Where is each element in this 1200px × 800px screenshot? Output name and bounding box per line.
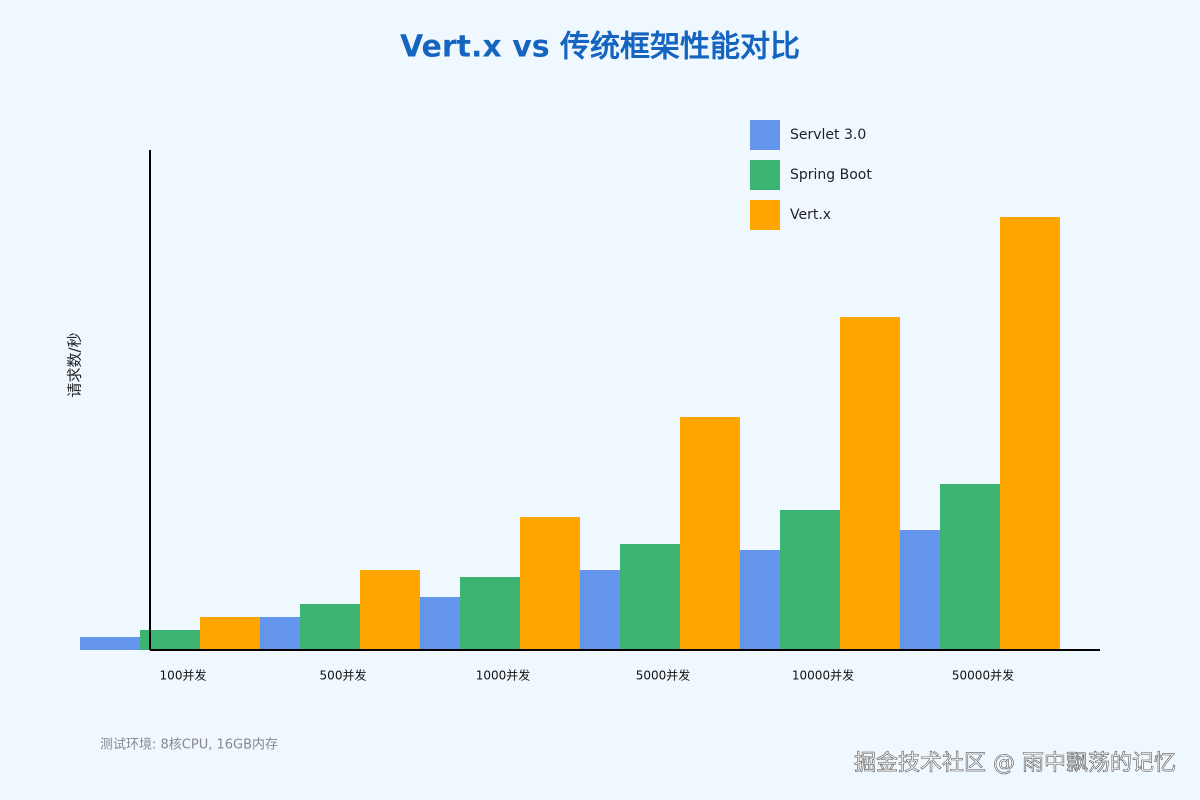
x-tick-label: 5000并发 bbox=[636, 668, 691, 683]
bar bbox=[300, 604, 360, 650]
bar bbox=[460, 577, 520, 650]
x-tick-label: 10000并发 bbox=[792, 668, 854, 683]
bar bbox=[840, 317, 900, 650]
x-tick-label: 1000并发 bbox=[476, 668, 531, 683]
bar bbox=[940, 484, 1000, 650]
bar bbox=[1000, 217, 1060, 650]
bar bbox=[360, 570, 420, 650]
legend-swatch bbox=[750, 200, 780, 230]
legend-swatch bbox=[750, 160, 780, 190]
bar bbox=[620, 544, 680, 650]
y-axis-label: 请求数/秒 bbox=[66, 332, 84, 397]
note: 测试环境: 8核CPU, 16GB内存 bbox=[100, 737, 278, 753]
bar bbox=[80, 637, 140, 650]
legend-swatch bbox=[750, 120, 780, 150]
legend-label: Spring Boot bbox=[790, 167, 872, 183]
x-tick-label: 50000并发 bbox=[952, 668, 1014, 683]
x-tick-label: 500并发 bbox=[320, 668, 367, 683]
x-tick-label: 100并发 bbox=[160, 668, 207, 683]
legend-label: Servlet 3.0 bbox=[790, 127, 866, 143]
bar bbox=[140, 630, 200, 650]
bar bbox=[200, 617, 260, 650]
chart-title: Vert.x vs 传统框架性能对比 bbox=[400, 30, 800, 65]
watermark: 掘金技术社区 @ 雨中飘荡的记忆 bbox=[854, 751, 1176, 776]
legend-label: Vert.x bbox=[790, 207, 831, 223]
bar bbox=[680, 417, 740, 650]
bar bbox=[780, 510, 840, 650]
bar bbox=[520, 517, 580, 650]
